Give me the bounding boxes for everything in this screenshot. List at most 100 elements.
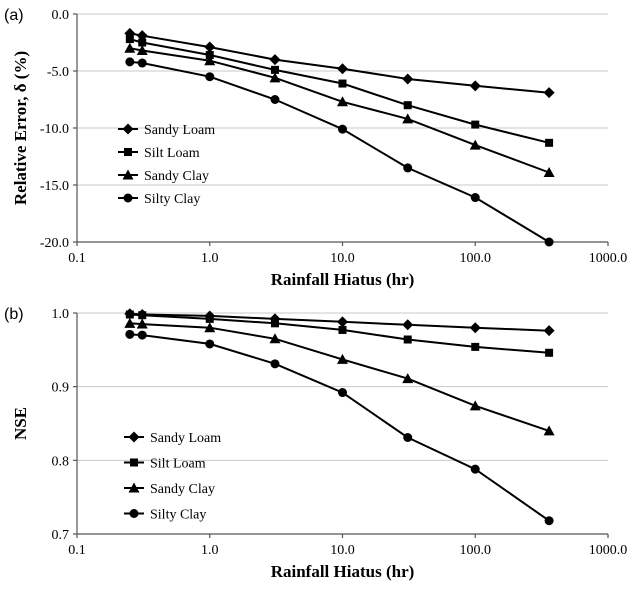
y-axis-title: NSE [11,407,30,440]
data-point-sandy-loam [136,30,148,42]
x-axis-title: Rainfall Hiatus (hr) [271,562,415,581]
data-point-silt-loam [403,101,412,110]
legend: Sandy Loam Silt Loam Sandy Clay Silty Clay [124,431,221,523]
legend-marker-sandy-clay [128,482,140,493]
y-tick-label: 0.8 [52,454,70,469]
data-point-silt-loam [545,348,554,357]
legend-marker-sandy-loam [128,431,140,443]
y-tick-label: 0.0 [52,8,70,23]
x-tick-label: 1000.0 [589,543,628,558]
panel-a: 0.0 -5.0 -10.0 -15.0 -20.00.1 1.0 10.0 100.0 100… [4,7,627,289]
data-point-sandy-clay [136,318,148,329]
data-point-sandy-clay [402,113,414,124]
data-point-silt-loam [270,65,279,74]
series-sandy-clay [124,317,555,436]
legend-label-silt-loam: Silt Loam [144,146,200,161]
data-point-silt-loam [138,311,147,320]
legend-label-silt-loam: Silt Loam [150,457,206,472]
data-point-sandy-loam [469,80,481,92]
x-tick-label: 10.0 [330,543,355,558]
data-point-silty-clay [205,339,215,349]
legend-marker-silty-clay [123,193,133,203]
series-silt-loam [125,35,554,147]
data-point-silty-clay [137,330,147,340]
data-point-sandy-clay [337,96,348,107]
data-point-sandy-loam [543,87,555,99]
data-point-silty-clay [338,124,347,134]
legend-label-sandy-loam: Sandy Loam [144,123,215,138]
series-silt-loam [125,310,554,357]
data-point-silt-loam [338,79,347,88]
y-tick-label: -5.0 [47,65,69,80]
data-point-silt-loam [125,35,134,44]
panel-label: (a) [4,7,24,24]
data-point-sandy-loam [469,322,481,334]
data-point-sandy-clay [136,44,148,55]
y-tick-label: -15.0 [40,179,69,194]
data-point-silty-clay [125,329,135,339]
series-silty-clay [125,57,554,247]
x-tick-label: 0.1 [68,251,86,266]
data-point-silty-clay [205,72,215,82]
legend-label-sandy-loam: Sandy Loam [150,431,221,446]
series-silty-clay [125,329,554,526]
legend-marker-silt-loam [130,458,138,467]
legend: Sandy Loam Silt Loam Sandy Clay Silty Clay [118,123,215,207]
x-tick-label: 10.0 [330,251,355,266]
data-point-silty-clay [544,516,554,526]
data-point-silty-clay [125,57,135,67]
legend-marker-silt-loam [124,148,132,156]
legend-marker-silty-clay [129,509,139,518]
data-point-silt-loam [205,314,214,323]
series-line-sandy-loam [129,32,550,94]
y-tick-label: 0.9 [52,381,70,396]
data-point-sandy-clay [204,322,216,333]
y-axis-title: Relative Error, δ (%) [11,51,30,205]
data-point-silt-loam [545,138,554,147]
series-line-silty-clay [129,333,550,522]
data-point-sandy-clay [269,333,281,344]
series-line-sandy-clay [129,47,550,174]
y-tick-label: -10.0 [40,122,69,137]
data-point-silty-clay [470,193,480,203]
data-point-sandy-loam [269,54,281,66]
panel-b: 1.0 0.9 0.8 0.70.1 1.0 10.0 100.0 1000.0 Rainfal… [4,306,627,581]
data-point-silty-clay [270,359,280,369]
data-point-silt-loam [125,310,134,319]
series-line-silty-clay [129,60,550,243]
legend-label-silty-clay: Silty Clay [150,508,206,523]
data-point-sandy-loam [337,316,348,328]
x-tick-label: 1000.0 [589,251,628,266]
data-point-sandy-loam [402,73,414,85]
data-point-sandy-clay [469,139,481,150]
x-tick-label: 100.0 [460,543,492,558]
y-tick-label: -20.0 [40,236,69,251]
x-tick-label: 100.0 [460,251,492,266]
data-point-silty-clay [403,163,413,173]
series-sandy-loam [124,27,555,99]
data-point-sandy-loam [402,319,414,331]
data-point-silt-loam [138,38,147,47]
legend-label-silty-clay: Silty Clay [144,192,200,207]
data-point-sandy-clay [469,400,481,411]
data-point-silty-clay [338,388,347,398]
data-point-silt-loam [471,120,480,129]
data-point-silty-clay [270,95,280,104]
y-tick-label: 0.7 [52,528,70,543]
series-line-silt-loam [129,313,550,354]
data-point-sandy-clay [204,55,216,66]
data-point-silt-loam [270,319,279,328]
legend-marker-sandy-loam [122,123,134,135]
legend-label-sandy-clay: Sandy Clay [150,482,215,497]
data-point-silty-clay [544,237,554,247]
data-point-silt-loam [338,325,347,334]
x-tick-label: 1.0 [201,543,219,558]
data-point-sandy-clay [124,42,136,53]
data-point-sandy-clay [543,425,555,436]
series-line-sandy-loam [129,312,550,332]
series-line-sandy-clay [129,322,550,432]
series-line-silt-loam [129,38,550,144]
data-point-sandy-loam [204,41,216,53]
data-point-silty-clay [403,432,413,442]
